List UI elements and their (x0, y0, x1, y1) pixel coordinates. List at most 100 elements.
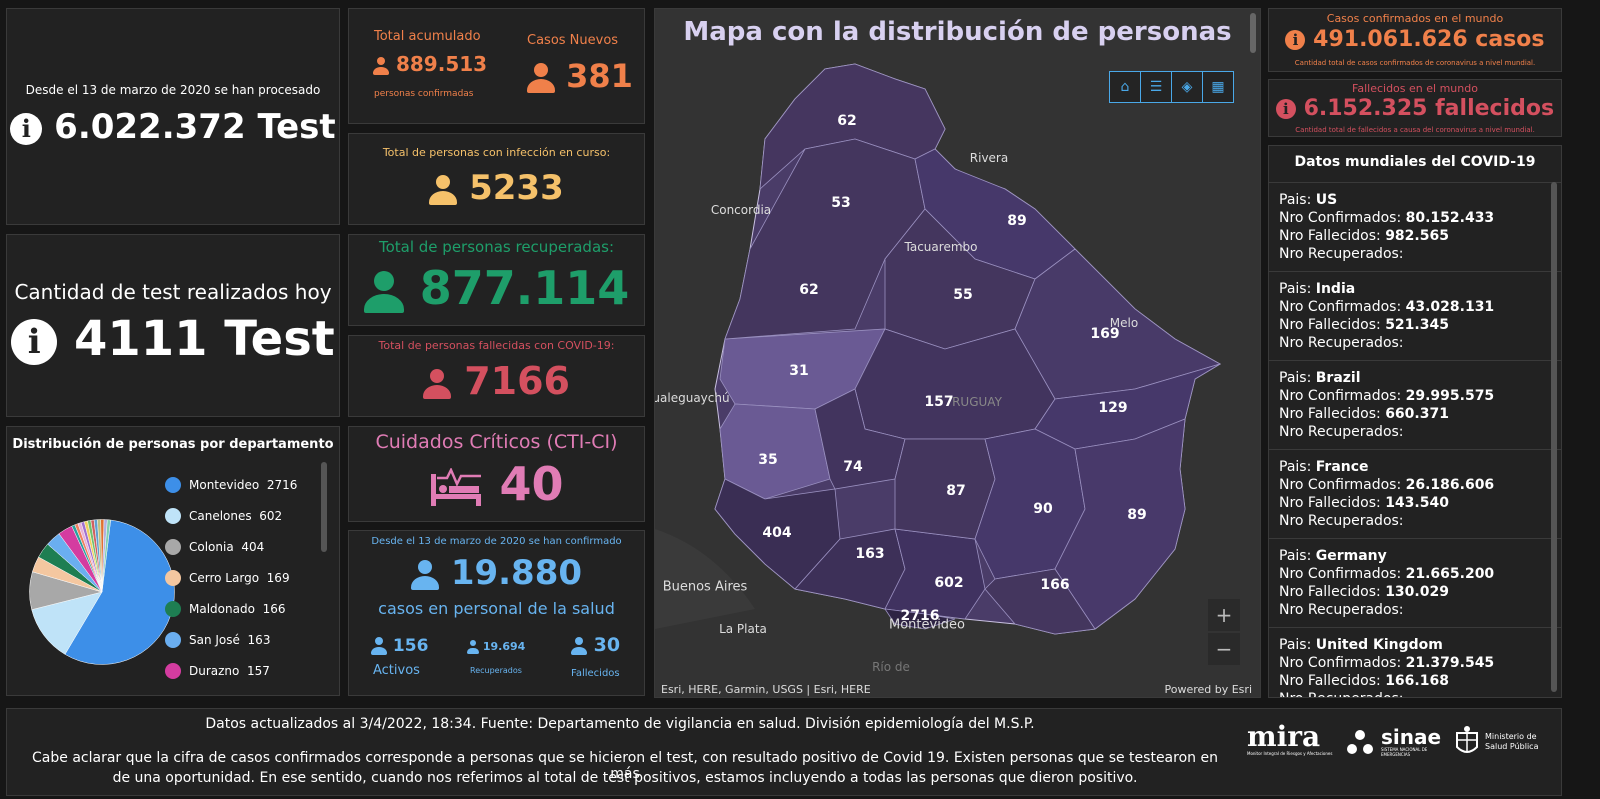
country-confirmados-label: Nro Confirmados: (1279, 210, 1406, 226)
legend-list-icon[interactable]: ☰ (1140, 71, 1172, 103)
mundiales-panel: Datos mundiales del COVID-19 Pais: US Nro… (1268, 145, 1562, 698)
total-acumulado-label: Total acumulado (374, 29, 481, 44)
person-icon (371, 637, 387, 655)
country-fallecidos-label: Nro Fallecidos: (1279, 228, 1386, 244)
country-item[interactable]: Pais: United Kingdom Nro Confirmados: 21.… (1269, 628, 1561, 697)
pie-slice[interactable] (31, 591, 103, 655)
recuperadas-label: Total de personas recuperadas: (378, 238, 615, 256)
country-item[interactable]: Pais: India Nro Confirmados: 43.028.131 Nr… (1269, 272, 1561, 361)
distribution-pie-chart (29, 519, 175, 665)
map-city-tacuarembo: Tacuarembo (904, 240, 978, 254)
country-fallecidos-label: Nro Fallecidos: (1279, 584, 1386, 600)
map-panel[interactable]: Mapa con la distribución de personas 62 … (654, 8, 1261, 698)
recuperadas-panel: Total de personas recuperadas: 877.114 (348, 234, 645, 326)
salud-activos-value: 156 (392, 636, 429, 656)
person-icon (429, 175, 458, 205)
zoom-out-button[interactable]: − (1208, 633, 1240, 665)
country-recuperados-label: Nro Recuperados: (1279, 602, 1404, 618)
qr-code-icon[interactable]: ▦ (1202, 71, 1234, 103)
mundo-fallecidos-sublabel: Cantidad total de fallecidos a causa del… (1295, 126, 1535, 134)
info-icon: i (1275, 99, 1296, 119)
mundo-confirmados-sublabel: Cantidad total de casos confirmados de c… (1294, 59, 1536, 67)
legend-label: Cerro Largo (189, 570, 260, 585)
country-name-label: Pais: (1279, 548, 1316, 564)
info-icon: i (1285, 30, 1306, 50)
country-name-label: Pais: (1279, 459, 1316, 475)
mundo-fallecidos-panel: Fallecidos en el mundo i 6.152.325 falle… (1268, 79, 1562, 137)
hospital-bed-icon (431, 466, 482, 506)
country-fallecidos: 521.345 (1385, 317, 1449, 333)
country-recuperados-label: Nro Recuperados: (1279, 690, 1551, 697)
country-name: India (1315, 281, 1356, 297)
legend-value: 163 (247, 632, 271, 647)
legend-item[interactable]: Colonia 404 (165, 531, 297, 562)
salud-recuperados-label: Recuperados (470, 666, 522, 675)
footer-panel: Datos actualizados al 3/4/2022, 18:34. F… (6, 708, 1562, 796)
mundiales-scrollbar[interactable] (1551, 182, 1557, 692)
country-confirmados-label: Nro Confirmados: (1279, 655, 1406, 671)
country-item[interactable]: Pais: US Nro Confirmados: 80.152.433 Nro F… (1269, 183, 1561, 272)
casos-nuevos-value: 381 (566, 57, 633, 95)
legend-item[interactable]: Montevideo 2716 (165, 469, 297, 500)
country-confirmados: 21.665.200 (1405, 566, 1495, 582)
zoom-in-button[interactable]: + (1208, 599, 1240, 631)
tests-today-value: 4111 Test (73, 311, 335, 367)
fallecidas-panel: Total de personas fallecidas con COVID-1… (348, 335, 645, 417)
country-recuperados-label: Nro Recuperados: (1279, 424, 1404, 440)
map-city-buenos-aires: Buenos Aires (662, 579, 748, 595)
mira-logo: mira Monitor Integral de Riesgos y Afect… (1247, 720, 1333, 757)
fallecidas-label: Total de personas fallecidas con COVID-1… (378, 339, 615, 352)
legend-item[interactable]: Canelones 602 (165, 500, 297, 531)
map-number-salto: 53 (831, 195, 851, 211)
fallecidas-value: 7166 (464, 359, 570, 403)
map-number-lavalleja: 90 (1033, 501, 1053, 517)
legend-color-dot (165, 662, 181, 679)
legend-scrollbar[interactable] (321, 462, 327, 552)
legend-item[interactable]: Cerro Largo 169 (165, 562, 297, 593)
cti-value: 40 (499, 457, 564, 511)
map-number-canelones: 602 (934, 575, 964, 591)
uruguay-map[interactable] (655, 9, 1261, 698)
legend-item[interactable]: San José 163 (165, 624, 297, 655)
layers-icon[interactable]: ◈ (1171, 71, 1203, 103)
map-number-paysandu: 62 (799, 282, 819, 298)
country-confirmados-label: Nro Confirmados: (1279, 299, 1406, 315)
country-fallecidos: 982.565 (1385, 228, 1449, 244)
mundo-fallecidos-label: Fallecidos en el mundo (1352, 82, 1478, 95)
total-acumulado-value: 889.513 (395, 52, 488, 76)
mundiales-list[interactable]: Pais: US Nro Confirmados: 80.152.433 Nro F… (1269, 182, 1561, 697)
tests-total-caption: Desde el 13 de marzo de 2020 se han proc… (25, 83, 321, 97)
country-confirmados-label: Nro Confirmados: (1279, 566, 1406, 582)
country-confirmados: 80.152.433 (1405, 210, 1495, 226)
map-city-rivera: Rivera (969, 151, 1009, 165)
coat-of-arms-icon (1456, 726, 1478, 753)
country-name-label: Pais: (1279, 192, 1316, 208)
legend-label: San José (189, 632, 240, 647)
person-icon (410, 560, 439, 590)
legend-color-dot (165, 600, 181, 617)
country-confirmados: 43.028.131 (1405, 299, 1495, 315)
map-title-scrollbar[interactable] (1250, 13, 1256, 53)
legend-item[interactable]: Durazno 157 (165, 655, 297, 686)
country-recuperados-label: Nro Recuperados: (1279, 335, 1404, 351)
country-fallecidos: 143.540 (1385, 495, 1449, 511)
legend-value: 602 (259, 508, 283, 523)
map-number-durazno: 157 (924, 394, 954, 410)
salud-panel: Desde el 13 de marzo de 2020 se han conf… (348, 530, 645, 696)
country-item[interactable]: Pais: Germany Nro Confirmados: 21.665.200… (1269, 539, 1561, 628)
sinae-logo: sinae SISTEMA NACIONAL DE EMERGENCIAS (1345, 727, 1441, 757)
distribution-panel: Distribución de personas por departament… (6, 426, 340, 696)
country-name: US (1315, 192, 1338, 208)
map-powered-by[interactable]: Powered by Esri (1164, 683, 1252, 696)
country-name: United Kingdom (1315, 637, 1443, 653)
legend-item[interactable]: Maldonado 166 (165, 593, 297, 624)
map-city-melo: Melo (1109, 316, 1139, 330)
person-icon (571, 637, 587, 655)
country-item[interactable]: Pais: France Nro Confirmados: 26.186.606 N… (1269, 450, 1561, 539)
map-city-gualeguaychu: ualeguaychú (654, 391, 730, 405)
infeccion-value: 5233 (469, 168, 564, 208)
country-item[interactable]: Pais: Brazil Nro Confirmados: 29.995.575 N… (1269, 361, 1561, 450)
home-icon[interactable]: ⌂ (1109, 71, 1141, 103)
map-number-montevideo: 2716 (900, 608, 940, 624)
pie-slice-other[interactable] (101, 519, 111, 593)
